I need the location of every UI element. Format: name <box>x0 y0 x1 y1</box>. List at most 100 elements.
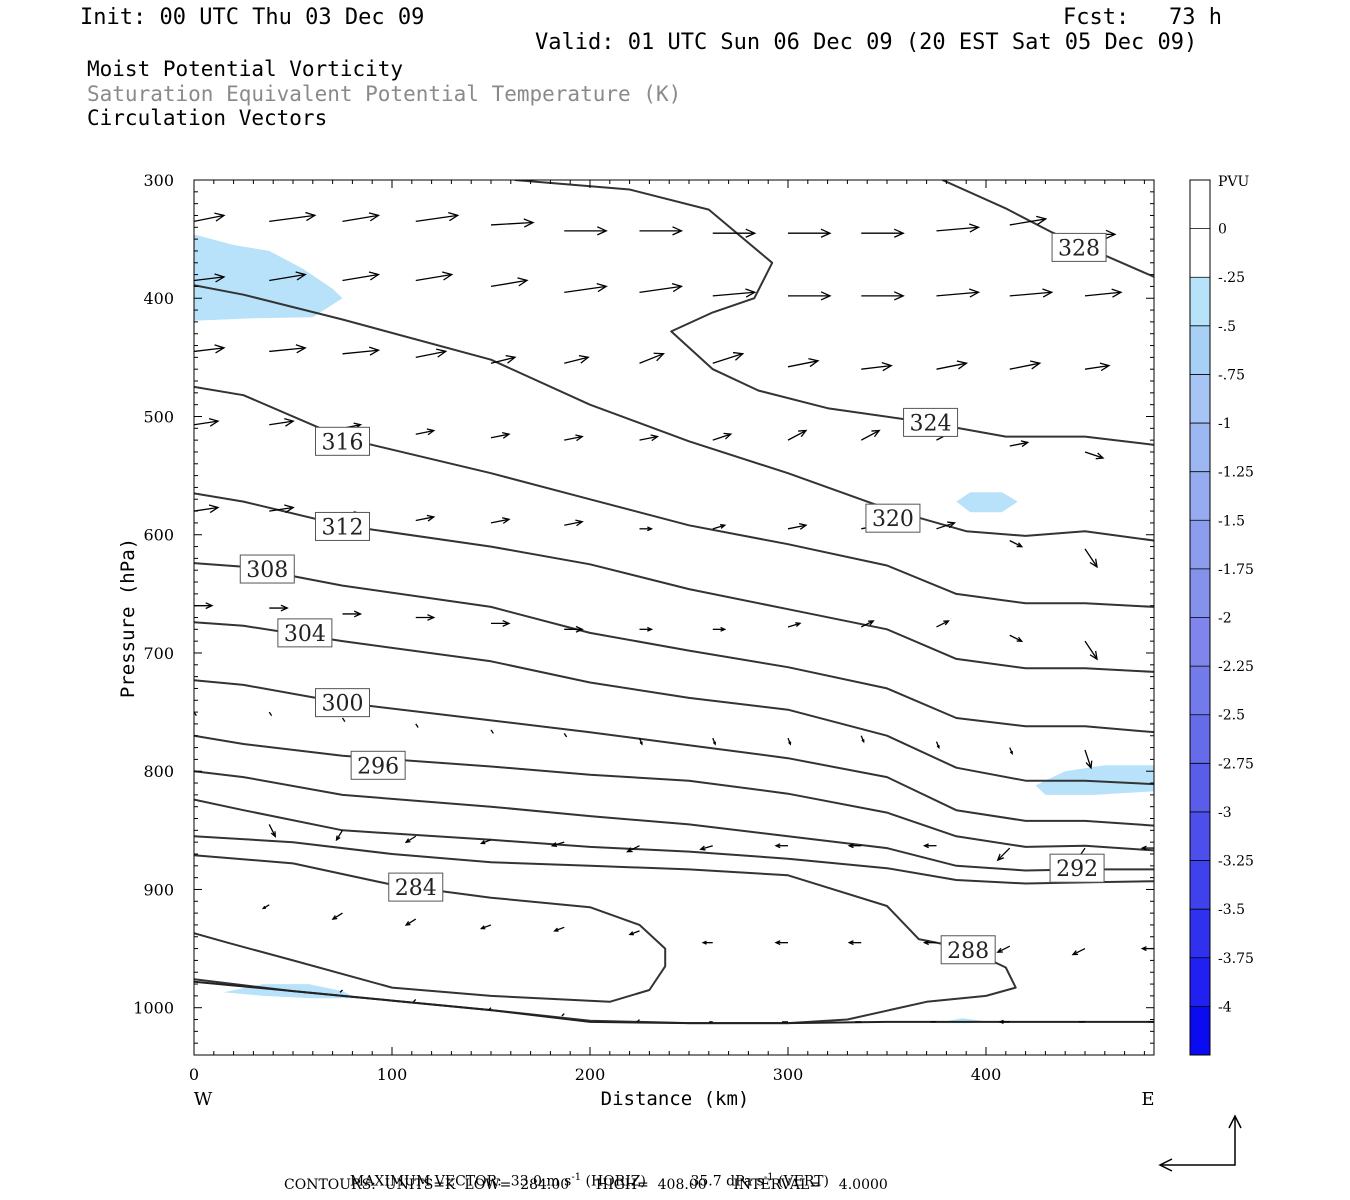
contour-label-box <box>865 503 921 533</box>
vector-layer <box>194 211 1154 1024</box>
circulation-vector <box>1071 947 1086 956</box>
circulation-vector <box>341 717 346 722</box>
circulation-vector <box>1009 360 1042 370</box>
field-label-vectors: Circulation Vectors <box>87 106 328 130</box>
theta-contour-layer <box>194 180 1154 1025</box>
horiz-exponent: -1 <box>571 1172 582 1183</box>
circulation-vector <box>936 521 957 530</box>
contour-label-312: 312 <box>322 515 364 540</box>
x-tick-label: 400 <box>971 1065 1002 1084</box>
circulation-vector <box>194 344 226 354</box>
colorbar-label: -3.75 <box>1218 951 1254 967</box>
y-tick-label: 400 <box>143 289 174 308</box>
theta-contour-unlabeled <box>194 798 1154 885</box>
theta-contour-324 <box>514 180 1154 446</box>
circulation-vector <box>936 620 950 628</box>
circulation-vector <box>638 737 643 746</box>
init-time: Init: 00 UTC Thu 03 Dec 09 <box>80 5 425 30</box>
pv-colorbar: 0 -.25 -.5 -.75 -1 -1.25 -1.5 -1.75 -2 -2.25 -2.5 -… <box>1189 179 1254 1056</box>
colorbar-label: -2.75 <box>1218 756 1254 772</box>
circulation-vector <box>861 291 905 301</box>
circulation-vector <box>936 223 981 233</box>
y-tick-label: 500 <box>143 407 174 426</box>
colorbar-swatch <box>1190 325 1210 375</box>
circulation-vector <box>412 998 417 1003</box>
contour-label-box <box>315 688 370 718</box>
circulation-vector <box>269 504 295 514</box>
circulation-vector <box>415 723 419 728</box>
circulation-vector <box>342 271 381 282</box>
axes: 300 400 500 600 700 800 900 1000 0 100 200 300 400 <box>133 171 1154 1084</box>
colorbar-label: -1.25 <box>1218 465 1254 481</box>
contour-label-308: 308 <box>246 558 288 583</box>
colorbar-swatch <box>1190 228 1210 278</box>
valid-time: Valid: 01 UTC Sun 06 Dec 09 (20 EST Sat … <box>535 30 1198 55</box>
circulation-vector <box>787 523 808 530</box>
circulation-vector <box>699 845 713 851</box>
circulation-vector <box>269 211 317 223</box>
circulation-vector <box>564 354 590 364</box>
circulation-vector <box>194 504 220 514</box>
circulation-vector <box>1153 735 1154 737</box>
circulation-vector <box>404 918 417 926</box>
circulation-vector <box>936 288 981 298</box>
contour-label-288: 288 <box>947 939 989 964</box>
colorbar-swatch <box>1190 374 1210 424</box>
contour-label-box <box>315 426 370 456</box>
circulation-vector <box>847 843 862 849</box>
circulation-vector <box>563 733 568 738</box>
contour-label-284: 284 <box>395 876 437 901</box>
contour-label-box <box>277 618 333 648</box>
circulation-vector <box>342 346 381 356</box>
contour-label-320: 320 <box>872 507 914 532</box>
colorbar-swatch <box>1190 811 1210 861</box>
circulation-vector <box>550 841 565 848</box>
theta-contour-320 <box>194 284 1154 542</box>
circulation-vector <box>479 839 492 845</box>
contour-label-box <box>903 407 959 437</box>
circulation-vector <box>861 228 905 238</box>
max-vert-unit: (VERT) <box>778 1173 829 1190</box>
y-tick-label: 800 <box>143 762 174 781</box>
max-vector-label: MAXIMUM VECTOR: <box>349 1173 502 1190</box>
circulation-vector <box>639 282 684 293</box>
circulation-vector <box>490 517 511 524</box>
circulation-vector <box>860 620 875 628</box>
circulation-vector <box>787 357 820 368</box>
contour-label-328: 328 <box>1058 236 1100 261</box>
circulation-vector <box>998 1019 1010 1024</box>
circulation-vector <box>626 845 640 853</box>
circulation-vector <box>490 729 494 734</box>
colorbar-label: -.25 <box>1218 270 1245 286</box>
x-tick-label: 0 <box>189 1065 199 1084</box>
circulation-vector <box>861 362 893 372</box>
colorbar-label: -3 <box>1218 805 1232 821</box>
circulation-vector <box>415 614 436 621</box>
colorbar-label: 0 <box>1218 222 1227 238</box>
circulation-vector <box>415 514 436 522</box>
contour-label-292: 292 <box>1056 857 1098 882</box>
circulation-vector <box>268 824 276 838</box>
circulation-vector <box>194 273 226 283</box>
circulation-vector <box>712 523 727 530</box>
colorbar-label: -4 <box>1218 999 1232 1015</box>
circulation-vector <box>1009 215 1048 226</box>
contour-label-box <box>315 511 370 541</box>
circulation-vector <box>996 945 1011 953</box>
y-tick-label: 700 <box>143 644 174 663</box>
contour-label-296: 296 <box>357 754 399 779</box>
x-tick-label: 100 <box>377 1065 408 1084</box>
pv-region <box>194 234 343 321</box>
colorbar-swatch <box>1190 568 1210 618</box>
field-label-mpv: Moist Potential Vorticity <box>87 57 404 81</box>
colorbar-label: -1 <box>1218 416 1232 432</box>
circulation-vector <box>636 1019 640 1023</box>
circulation-vector <box>712 288 757 298</box>
circulation-vector <box>936 360 969 370</box>
circulation-vector <box>553 926 565 932</box>
circulation-vector <box>564 434 584 442</box>
circulation-vector <box>701 940 713 945</box>
circulation-vector <box>1084 749 1093 770</box>
colorbar-swatch <box>1190 423 1210 472</box>
circulation-vector <box>774 940 788 946</box>
